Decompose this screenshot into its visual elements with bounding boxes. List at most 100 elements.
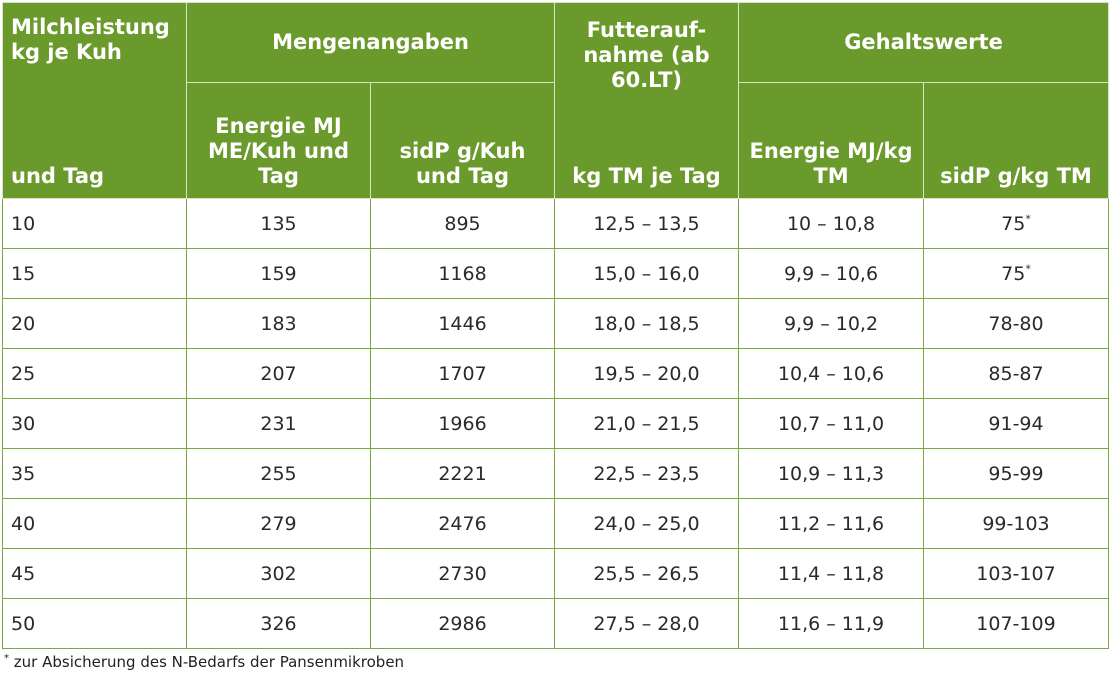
cell-milk-yield-value: 45	[11, 562, 36, 585]
footnote-mark-ref: *	[1025, 262, 1031, 276]
cell-energie-menge-value: 302	[260, 562, 297, 585]
cell-energie-gehalt-value: 11,4 – 11,8	[777, 562, 885, 585]
cell-sidp-menge: 1966	[370, 398, 555, 449]
cell-sidp-gehalt: 91-94	[923, 398, 1109, 449]
header-milk-yield: Milchleistung kg je Kuh und Tag	[2, 2, 187, 199]
cell-sidp-gehalt: 78-80	[923, 298, 1109, 349]
cell-sidp-gehalt-value: 99-103	[982, 512, 1050, 535]
cell-energie-gehalt: 10,7 – 11,0	[738, 398, 924, 449]
cell-sidp-menge: 1707	[370, 348, 555, 399]
cell-sidp-menge-value: 895	[444, 212, 481, 235]
cell-sidp-gehalt-value: 85-87	[988, 362, 1044, 385]
cell-milk-yield-value: 50	[11, 612, 36, 635]
cell-energie-menge-value: 231	[260, 412, 297, 435]
cell-sidp-menge-value: 1446	[438, 312, 487, 335]
cell-futteraufnahme: 21,0 – 21,5	[554, 398, 739, 449]
cell-energie-gehalt-value: 10,9 – 11,3	[777, 462, 885, 485]
cell-milk-yield-value: 15	[11, 262, 36, 285]
cell-milk-yield: 35	[2, 448, 187, 499]
cell-futteraufnahme: 24,0 – 25,0	[554, 498, 739, 549]
cell-futteraufnahme: 27,5 – 28,0	[554, 598, 739, 649]
cell-milk-yield: 45	[2, 548, 187, 599]
cell-energie-menge: 159	[186, 248, 371, 299]
cell-energie-menge-value: 135	[260, 212, 297, 235]
cell-sidp-gehalt: 95-99	[923, 448, 1109, 499]
cell-sidp-gehalt-value: 103-107	[976, 562, 1056, 585]
cell-energie-gehalt-value: 11,6 – 11,9	[777, 612, 885, 635]
cell-milk-yield: 10	[2, 198, 187, 249]
header-sidp-menge: sidP g/Kuh und Tag	[370, 82, 555, 199]
table-header: Milchleistung kg je Kuh und Tag Mengenan…	[2, 2, 1109, 199]
cell-energie-menge: 302	[186, 548, 371, 599]
cell-sidp-menge: 1168	[370, 248, 555, 299]
cell-milk-yield-value: 10	[11, 212, 36, 235]
cell-energie-gehalt: 10 – 10,8	[738, 198, 924, 249]
table-row: 10 135 895 12,5 – 13,5 10 – 10,8 75*	[2, 198, 1109, 249]
cell-futteraufnahme-value: 12,5 – 13,5	[593, 212, 700, 235]
header-milk-yield-top: Milchleistung kg je Kuh	[11, 15, 170, 64]
cell-energie-gehalt: 9,9 – 10,6	[738, 248, 924, 299]
cell-energie-gehalt-value: 10 – 10,8	[786, 212, 876, 235]
cell-sidp-menge-value: 1168	[438, 262, 487, 285]
cell-energie-menge-value: 183	[260, 312, 297, 335]
cell-milk-yield-value: 35	[11, 462, 36, 485]
cell-energie-gehalt-value: 9,9 – 10,6	[783, 262, 879, 285]
cell-sidp-menge-value: 2476	[438, 512, 487, 535]
cell-futteraufnahme: 22,5 – 23,5	[554, 448, 739, 499]
cell-energie-menge-value: 326	[260, 612, 297, 635]
header-group-gehaltswerte: Gehaltswerte	[738, 2, 1109, 83]
table-row: 30 231 1966 21,0 – 21,5 10,7 – 11,0 91-94	[2, 398, 1109, 449]
cell-milk-yield: 40	[2, 498, 187, 549]
header-energie-gehalt: Energie MJ/kg TM	[738, 82, 924, 199]
cell-energie-menge: 183	[186, 298, 371, 349]
footnote: * zur Absicherung des N-Bedarfs der Pans…	[4, 653, 404, 671]
table-row: 25 207 1707 19,5 – 20,0 10,4 – 10,6 85-87	[2, 348, 1109, 399]
cell-futteraufnahme-value: 15,0 – 16,0	[593, 262, 700, 285]
cell-energie-menge: 135	[186, 198, 371, 249]
table-row: 45 302 2730 25,5 – 26,5 11,4 – 11,8 103-107	[2, 548, 1109, 599]
cell-energie-menge: 207	[186, 348, 371, 399]
cell-sidp-menge-value: 2221	[438, 462, 487, 485]
cell-futteraufnahme-value: 18,0 – 18,5	[593, 312, 700, 335]
cell-sidp-gehalt: 85-87	[923, 348, 1109, 399]
header-group-mengenangaben: Mengenangaben	[186, 2, 555, 83]
cell-energie-menge: 231	[186, 398, 371, 449]
cell-sidp-gehalt: 107-109	[923, 598, 1109, 649]
cell-energie-gehalt-value: 9,9 – 10,2	[783, 312, 879, 335]
cell-energie-gehalt: 9,9 – 10,2	[738, 298, 924, 349]
header-futteraufnahme-unit: kg TM je Tag	[572, 164, 721, 188]
table-row: 40 279 2476 24,0 – 25,0 11,2 – 11,6 99-103	[2, 498, 1109, 549]
cell-energie-gehalt: 11,2 – 11,6	[738, 498, 924, 549]
cell-energie-gehalt-value: 10,4 – 10,6	[777, 362, 885, 385]
cell-sidp-menge-value: 1966	[438, 412, 487, 435]
cell-sidp-gehalt: 75*	[923, 248, 1109, 299]
nutrient-table: Milchleistung kg je Kuh und Tag Mengenan…	[2, 2, 1109, 649]
cell-sidp-gehalt-value: 107-109	[976, 612, 1056, 635]
cell-sidp-gehalt-value: 78-80	[988, 312, 1044, 335]
cell-energie-menge-value: 279	[260, 512, 297, 535]
cell-energie-menge-value: 159	[260, 262, 297, 285]
cell-futteraufnahme-value: 21,0 – 21,5	[593, 412, 700, 435]
header-futteraufnahme: Futterauf- nahme (ab 60.LT) kg TM je Tag	[554, 2, 739, 199]
cell-futteraufnahme: 18,0 – 18,5	[554, 298, 739, 349]
footnote-mark-ref: *	[1025, 212, 1031, 226]
cell-sidp-gehalt: 103-107	[923, 548, 1109, 599]
cell-energie-menge-value: 255	[260, 462, 297, 485]
nutrient-table-frame: Milchleistung kg je Kuh und Tag Mengenan…	[2, 2, 1109, 650]
cell-milk-yield: 50	[2, 598, 187, 649]
cell-sidp-menge-value: 1707	[438, 362, 487, 385]
cell-milk-yield-value: 40	[11, 512, 36, 535]
cell-sidp-menge: 1446	[370, 298, 555, 349]
cell-energie-gehalt: 10,9 – 11,3	[738, 448, 924, 499]
header-milk-yield-bottom: und Tag	[11, 164, 105, 188]
table-row: 50 326 2986 27,5 – 28,0 11,6 – 11,9 107-109	[2, 598, 1109, 649]
cell-milk-yield: 30	[2, 398, 187, 449]
cell-futteraufnahme: 15,0 – 16,0	[554, 248, 739, 299]
cell-energie-gehalt: 10,4 – 10,6	[738, 348, 924, 399]
cell-sidp-gehalt-value: 91-94	[988, 412, 1044, 435]
table-body: 10 135 895 12,5 – 13,5 10 – 10,8 75* 15 159 1168…	[2, 198, 1109, 649]
cell-sidp-menge: 2221	[370, 448, 555, 499]
cell-futteraufnahme-value: 25,5 – 26,5	[593, 562, 700, 585]
header-row-top: Milchleistung kg je Kuh und Tag Mengenan…	[2, 2, 1109, 199]
cell-sidp-menge-value: 2986	[438, 612, 487, 635]
